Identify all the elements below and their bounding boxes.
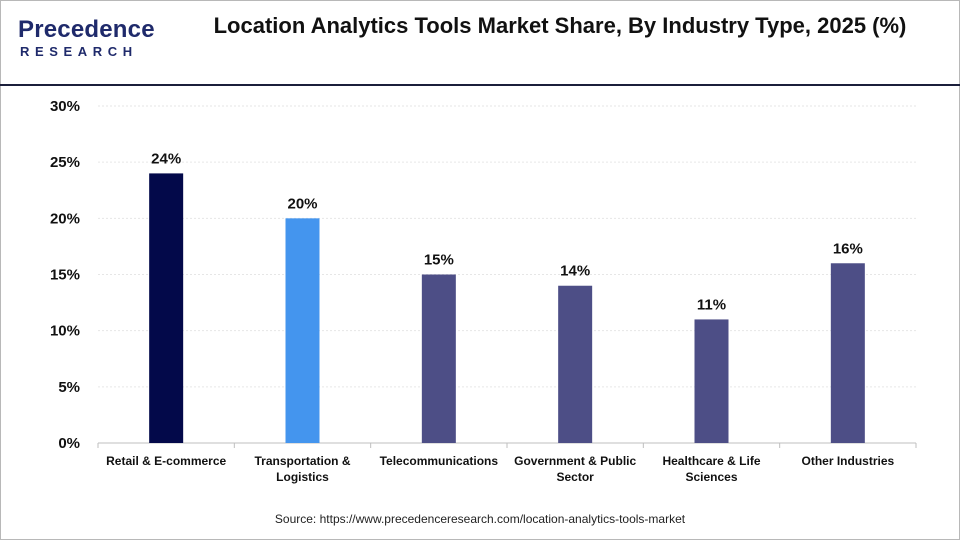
x-tick-label: Retail & E-commerce	[106, 454, 226, 468]
x-tick-label: Healthcare & Life Sciences	[662, 454, 760, 484]
header-divider	[0, 84, 960, 86]
data-label: 20%	[287, 195, 317, 212]
y-tick-label: 10%	[50, 323, 80, 340]
data-label: 15%	[424, 252, 454, 269]
data-label: 16%	[833, 240, 863, 257]
bar	[285, 218, 320, 443]
brand-subtitle: RESEARCH	[20, 44, 138, 59]
x-tick-label: Other Industries	[801, 454, 894, 468]
brand-name: Precedence	[18, 16, 155, 43]
y-tick-label: 30%	[50, 98, 80, 115]
y-tick-label: 5%	[58, 379, 80, 396]
x-tick-label: Telecommunications	[380, 454, 499, 468]
y-tick-label: 20%	[50, 210, 80, 227]
bar	[149, 173, 184, 443]
x-tick-label: Government & Public Sector	[514, 454, 636, 484]
bar	[558, 285, 593, 443]
bar	[830, 263, 865, 443]
data-label: 14%	[560, 263, 590, 280]
x-tick-label: Transportation & Logistics	[254, 454, 350, 484]
source-note: Source: https://www.precedenceresearch.c…	[274, 512, 686, 526]
header: Precedence RESEARCH Location Analytics T…	[0, 0, 960, 84]
brand-logo: Precedence RESEARCH	[18, 16, 168, 66]
bar	[694, 319, 729, 443]
y-tick-label: 25%	[50, 154, 80, 171]
y-tick-label: 15%	[50, 267, 80, 284]
data-label: 24%	[151, 150, 181, 167]
y-tick-label: 0%	[58, 435, 80, 452]
bar	[421, 274, 456, 443]
data-label: 11%	[697, 296, 726, 313]
chart-title: Location Analytics Tools Market Share, B…	[213, 13, 907, 38]
